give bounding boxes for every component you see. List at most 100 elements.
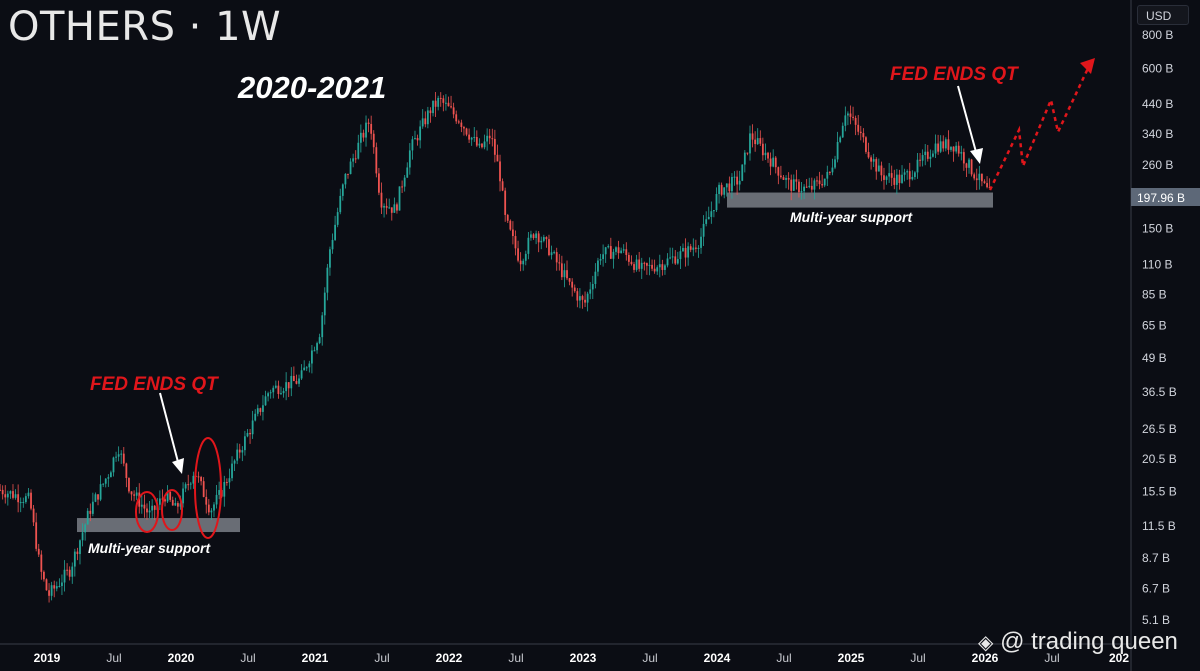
candle-body <box>769 158 772 167</box>
candle-body <box>707 216 710 220</box>
candle-body <box>61 582 63 587</box>
candle-body <box>805 186 808 188</box>
candle-body <box>615 247 617 252</box>
candle-body <box>620 250 623 254</box>
candle-body <box>524 253 527 261</box>
candle-body <box>643 262 646 264</box>
candle-body <box>890 173 893 178</box>
highlight-ellipse <box>135 491 159 533</box>
candle-body <box>177 503 179 507</box>
candle-body <box>947 139 950 150</box>
candle-body <box>339 195 342 213</box>
candle-body <box>653 268 656 272</box>
candle-body <box>79 540 81 555</box>
candle-body <box>161 498 164 500</box>
candle-body <box>246 432 249 437</box>
candle-body <box>298 378 300 384</box>
candle-body <box>537 233 540 243</box>
candle-body <box>365 122 367 138</box>
candle-body <box>983 181 986 184</box>
candle-body <box>84 524 87 533</box>
candle-body <box>192 475 195 484</box>
candle-body <box>970 159 973 175</box>
support-label-left: Multi-year support <box>88 540 211 556</box>
candle-body <box>241 450 244 453</box>
candle-body <box>102 483 105 485</box>
candle-body <box>457 121 460 123</box>
y-tick-label: 20.5 B <box>1142 452 1177 466</box>
candle-body <box>661 264 664 270</box>
price-axis[interactable]: 800 B 600 B 440 B 340 B 260 B 150 B 110 B 85 B 6… <box>1142 28 1177 627</box>
candle-body <box>854 117 857 125</box>
candle-body <box>66 569 68 571</box>
candle-body <box>447 102 450 107</box>
x-tick-label: Jul <box>1044 651 1059 665</box>
candle-body <box>826 171 829 179</box>
candle-body <box>267 393 269 397</box>
candle-body <box>166 491 169 502</box>
candle-body <box>635 259 638 270</box>
candle-body <box>571 281 574 288</box>
candle-body <box>795 179 798 182</box>
candle-body <box>280 393 282 395</box>
candle-body <box>14 494 17 498</box>
candle-body <box>731 176 733 192</box>
candle-body <box>566 270 568 279</box>
y-tick-label: 11.5 B <box>1142 519 1176 533</box>
candle-body <box>491 138 494 140</box>
candle-body <box>638 259 641 269</box>
candle-body <box>589 289 592 294</box>
candle-body <box>926 151 929 159</box>
candle-body <box>184 484 187 489</box>
candle-body <box>107 477 110 479</box>
x-tick-label: Jul <box>240 651 255 665</box>
candle-body <box>687 246 690 258</box>
candle-body <box>914 172 916 177</box>
candle-body <box>836 141 839 160</box>
candle-body <box>630 261 633 265</box>
candle-body <box>862 133 865 138</box>
candle-body <box>336 212 339 225</box>
y-tick-label: 260 B <box>1142 158 1173 172</box>
candle-body <box>844 115 847 126</box>
x-tick-label: 2024 <box>704 651 731 665</box>
candle-body <box>813 180 816 190</box>
candle-body <box>128 478 130 492</box>
candle-body <box>86 510 89 525</box>
candle-body <box>880 165 883 176</box>
candle-body <box>852 116 854 118</box>
current-price-bg <box>1131 188 1200 206</box>
candle-body <box>104 478 107 484</box>
time-axis[interactable]: 2019 Jul 2020 Jul 2021 Jul 2022 Jul 2023 Jul 2024 J… <box>34 651 1130 665</box>
candle-body <box>385 205 388 208</box>
candle-body <box>236 449 239 461</box>
candle-body <box>112 457 115 473</box>
x-tick-label: 2023 <box>570 651 597 665</box>
candle-body <box>877 165 880 172</box>
candle-body <box>58 586 61 588</box>
candle-body <box>486 135 489 142</box>
candle-body <box>671 256 674 258</box>
candle-body <box>48 590 50 596</box>
candle-body <box>12 491 14 498</box>
candle-body <box>697 247 700 249</box>
candle-body <box>733 176 736 178</box>
candle-body <box>359 132 362 143</box>
currency-selector[interactable]: USD <box>1137 5 1189 25</box>
candle-body <box>89 510 92 514</box>
candle-body <box>535 233 537 238</box>
candle-body <box>568 278 571 282</box>
candle-body <box>321 315 324 338</box>
candle-body <box>450 106 452 108</box>
candle-body <box>767 152 769 159</box>
candle-body <box>808 185 811 187</box>
candle-body <box>772 157 775 167</box>
candle-body <box>960 152 963 154</box>
candle-body <box>378 173 380 193</box>
candle-body <box>978 173 981 181</box>
candle-body <box>847 113 849 116</box>
candle-body <box>292 375 295 382</box>
candle-body <box>975 178 978 181</box>
candle-body <box>506 214 509 221</box>
